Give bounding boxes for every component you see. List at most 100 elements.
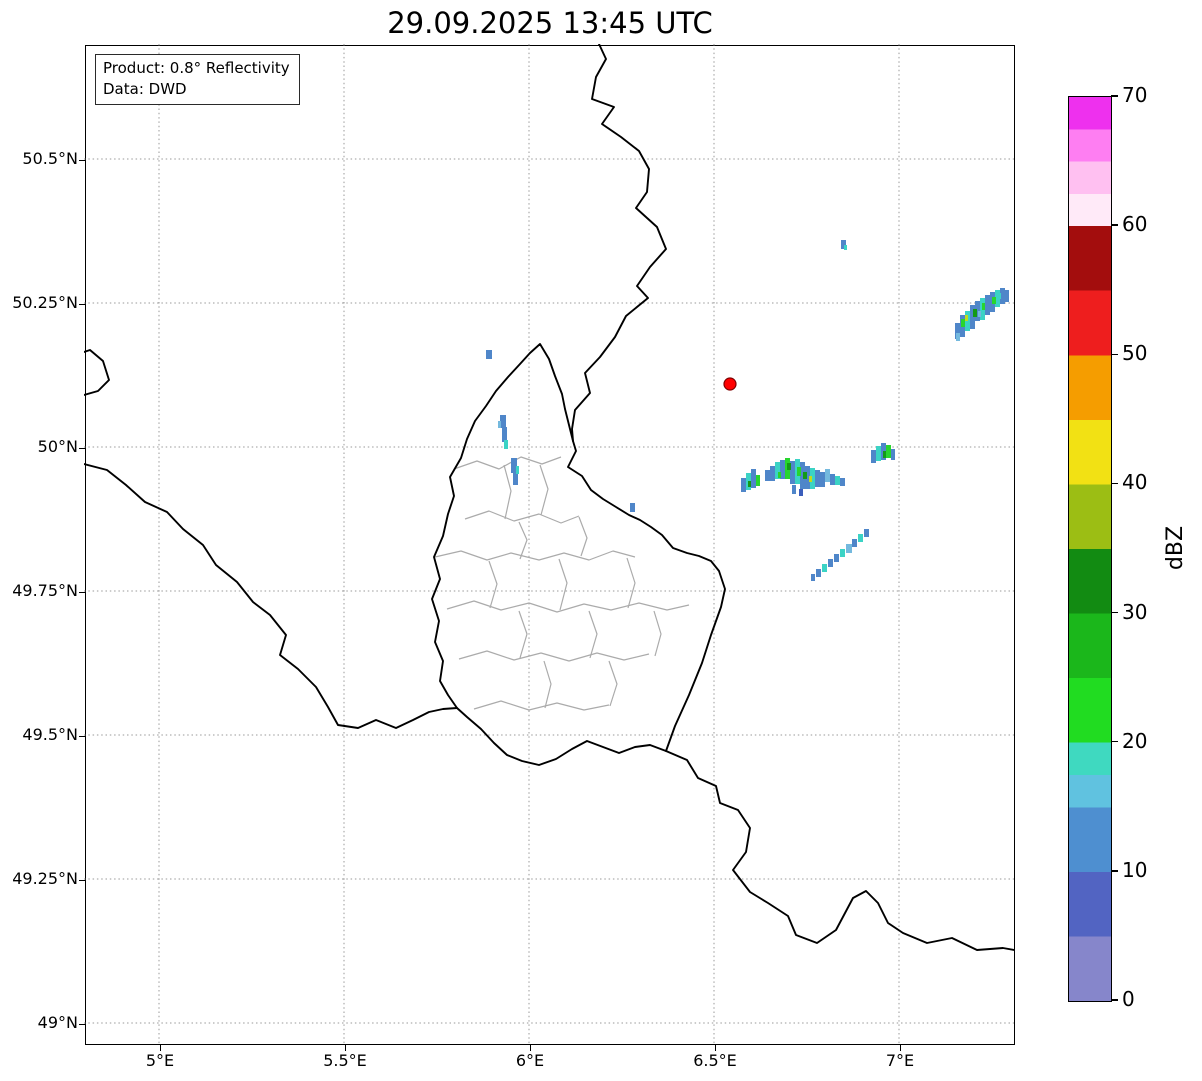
- radar-echo-cell: [978, 311, 982, 318]
- radar-echo-cell: [756, 475, 761, 487]
- radar-echo-cell: [805, 466, 811, 490]
- product-label: Product: 0.8° Reflectivity: [103, 59, 290, 77]
- radar-echo-cell: [834, 554, 840, 563]
- colorbar-tick-mark: [1111, 611, 1118, 614]
- colorbar-tick-label: 40: [1122, 470, 1148, 495]
- radar-echo-cell: [835, 476, 841, 486]
- radar-echo-cell: [846, 544, 853, 554]
- x-tick-mark: [899, 1045, 901, 1051]
- radar-echo-cell: [513, 472, 519, 486]
- radar-echo-cell: [799, 489, 804, 497]
- x-tick-label: 7°E: [885, 1051, 915, 1070]
- radar-echo-cell: [810, 468, 816, 490]
- y-tick-label: 50°N: [37, 437, 78, 456]
- radar-echo-cell: [500, 415, 507, 429]
- radar-echo-cell: [970, 305, 976, 330]
- lat-lon-gridlines: [84, 44, 1015, 1045]
- radar-echo-cell: [816, 569, 822, 578]
- radar-echo-cell: [780, 460, 786, 480]
- x-tick-mark: [344, 1045, 346, 1051]
- radar-echo-cell: [844, 245, 848, 251]
- radar-echo-cell: [840, 549, 846, 558]
- y-tick-mark: [79, 879, 85, 881]
- x-tick-label: 6°E: [515, 1051, 545, 1070]
- border-belgium-germany: [571, 44, 668, 443]
- radar-echo-cell: [797, 467, 802, 477]
- x-tick-label: 5°E: [145, 1051, 175, 1070]
- radar-echo-cell: [770, 466, 776, 482]
- radar-echo-cell: [790, 461, 796, 485]
- radar-echo-cell: [998, 293, 1002, 300]
- radar-echo-cell: [1005, 290, 1010, 303]
- radar-echo-cell: [852, 539, 858, 548]
- radar-echo-cell: [751, 469, 757, 489]
- radar-echo-cell: [995, 290, 1001, 308]
- radar-echo-cell: [778, 472, 782, 479]
- radar-echo-cell: [830, 474, 836, 486]
- colorbar-tick-mark: [1111, 353, 1118, 356]
- radar-echo-cell: [876, 446, 882, 462]
- map-canvas: [84, 44, 1015, 1045]
- radar-echo-cell: [787, 463, 792, 471]
- radar-echo-cell: [741, 478, 747, 493]
- radar-echo-cell: [815, 470, 821, 488]
- radar-echo-cell: [982, 303, 986, 311]
- figure-title: 29.09.2025 13:45 UTC: [387, 6, 713, 40]
- radar-echo-cell: [775, 462, 781, 480]
- radar-echo-cell: [965, 315, 969, 322]
- y-tick-mark: [79, 159, 85, 161]
- colorbar-axis-label: dBZ: [1163, 525, 1188, 571]
- radar-echo-cell: [820, 472, 826, 488]
- x-tick-mark: [714, 1045, 716, 1051]
- radar-echo-cell: [809, 476, 813, 483]
- y-tick-mark: [79, 735, 85, 737]
- x-tick-mark: [159, 1045, 161, 1051]
- radar-echo-cell: [1000, 288, 1006, 305]
- border-france-belgium-givet: [84, 349, 111, 397]
- radar-echo-cell: [502, 427, 508, 443]
- radar-echo-cell: [883, 451, 887, 459]
- radar-echo-cell: [956, 333, 961, 342]
- radar-echo-cell: [825, 469, 831, 483]
- colorbar-tick-label: 30: [1122, 599, 1148, 624]
- y-tick-mark: [79, 1023, 85, 1025]
- colorbar-tick-mark: [1111, 482, 1118, 485]
- district-borders: [435, 456, 690, 712]
- radar-echo-cell: [858, 534, 864, 543]
- colorbar-tick-label: 50: [1122, 341, 1148, 366]
- radar-echo-cell: [792, 485, 797, 495]
- y-tick-label: 49.5°N: [22, 725, 78, 744]
- radar-echo-cell: [992, 297, 997, 305]
- x-tick-label: 6.5°E: [693, 1051, 737, 1070]
- border-luxembourg: [431, 343, 727, 767]
- colorbar-tick-label: 0: [1122, 987, 1135, 1011]
- radar-echo-cell: [498, 421, 502, 429]
- data-source-label: Data: DWD: [103, 80, 187, 98]
- radar-echo-cell: [864, 529, 870, 538]
- radar-echo-cell: [803, 472, 808, 480]
- border-france-germany: [665, 750, 1015, 952]
- radar-echo-cell: [822, 564, 828, 573]
- colorbar-tick-label: 60: [1122, 212, 1148, 237]
- radar-echo-cell: [841, 240, 847, 250]
- y-tick-mark: [79, 447, 85, 449]
- colorbar: [1068, 96, 1112, 1002]
- x-tick-label: 5.5°E: [323, 1051, 367, 1070]
- y-tick-mark: [79, 591, 85, 593]
- radar-echo-cell: [511, 458, 518, 474]
- radar-echo-cell: [800, 462, 806, 490]
- x-tick-mark: [529, 1045, 531, 1051]
- y-tick-label: 49°N: [37, 1013, 78, 1032]
- radar-echo-cell: [516, 466, 520, 475]
- radar-echo-cell: [955, 323, 961, 340]
- radar-echo-cell: [828, 559, 834, 568]
- colorbar-tick-mark: [1111, 870, 1118, 872]
- colorbar-tick-label: 70: [1122, 83, 1148, 107]
- radar-echo-cell: [811, 574, 816, 582]
- y-tick-label: 50.25°N: [12, 293, 78, 312]
- radar-echo-cell: [840, 478, 846, 487]
- radar-echo-cell: [985, 295, 991, 316]
- radar-echo-cell: [973, 309, 978, 318]
- product-info-box: Product: 0.8° Reflectivity Data: DWD: [95, 54, 300, 105]
